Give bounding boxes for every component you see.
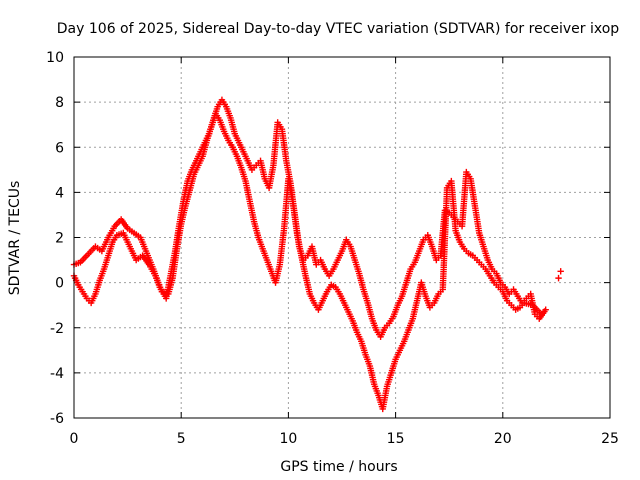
y-tick-label: 4 bbox=[55, 185, 64, 201]
y-tick-label: 0 bbox=[55, 276, 64, 292]
y-tick-label: 2 bbox=[55, 231, 64, 247]
plot-frame bbox=[73, 56, 611, 419]
data-point bbox=[542, 306, 549, 313]
y-tick-label: -6 bbox=[50, 411, 64, 427]
x-tick-label: 20 bbox=[494, 431, 512, 447]
y-tick-labels: -6 -4 -2 0 2 4 6 8 10 bbox=[46, 50, 64, 427]
x-tick-label: 10 bbox=[279, 431, 297, 447]
data-points bbox=[70, 96, 564, 413]
x-tick-label: 0 bbox=[70, 431, 79, 447]
y-tick-label: -4 bbox=[50, 366, 64, 382]
x-tick-labels: 0 5 10 15 20 25 bbox=[70, 431, 619, 447]
y-tick-label: -2 bbox=[50, 321, 64, 337]
x-tick-label: 5 bbox=[177, 431, 186, 447]
data-point bbox=[538, 311, 545, 318]
x-axis-title: GPS time / hours bbox=[280, 459, 397, 475]
y-tick-label: 8 bbox=[55, 95, 64, 111]
y-axis-title: SDTVAR / TECUs bbox=[7, 181, 23, 296]
data-point bbox=[555, 274, 562, 282]
y-tick-label: 6 bbox=[55, 140, 64, 156]
x-tick-label: 25 bbox=[601, 431, 619, 447]
grid bbox=[74, 57, 610, 418]
data-point bbox=[557, 268, 564, 275]
x-tick-label: 15 bbox=[387, 431, 405, 447]
y-tick-label: 10 bbox=[46, 50, 64, 66]
chart-title: Day 106 of 2025, Sidereal Day-to-day VTE… bbox=[57, 21, 620, 37]
